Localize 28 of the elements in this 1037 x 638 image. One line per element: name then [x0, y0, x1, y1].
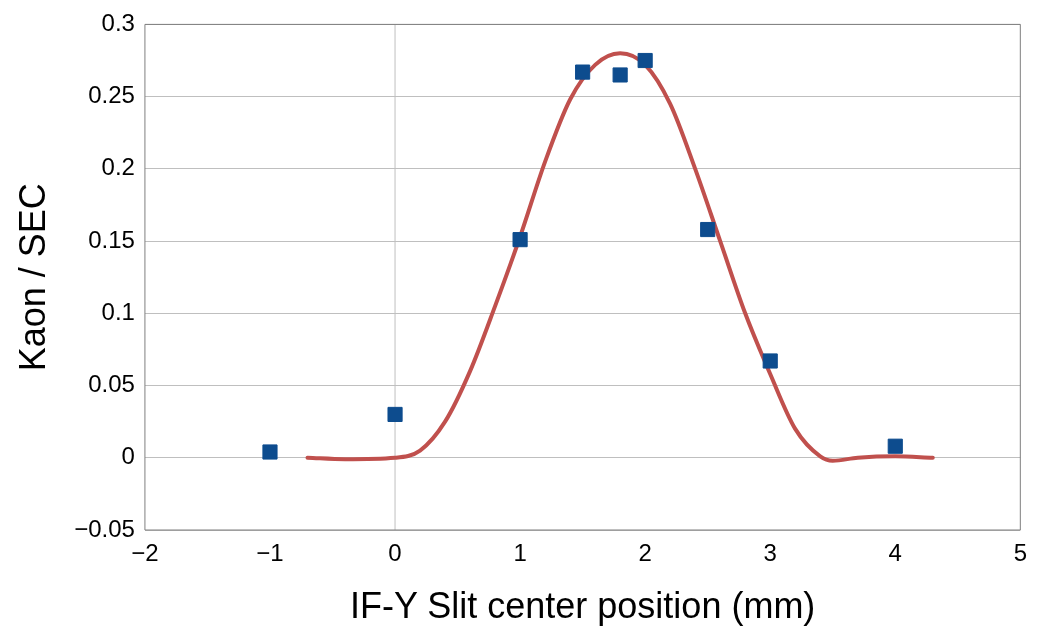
y-tick-label: 0.1 [101, 297, 135, 325]
line-series [305, 51, 935, 463]
y-tick-label: 0.2 [101, 153, 135, 181]
point [637, 52, 653, 69]
point [612, 67, 628, 83]
x-tick-label: 3 [763, 539, 777, 567]
x-tick-label: 4 [888, 539, 902, 567]
point [262, 444, 278, 460]
point [700, 221, 716, 238]
y-tick-label: 0.15 [88, 225, 135, 253]
y-tick-label: 0.3 [101, 9, 135, 37]
y-tick-label: 0.05 [88, 370, 135, 398]
y-tick-label: 0 [121, 442, 135, 470]
y-axis-title: Kaon / SEC [11, 183, 53, 372]
x-tick-label: −1 [256, 539, 284, 567]
x-tick-label: 5 [1013, 539, 1028, 567]
y-tick-label: −0.05 [74, 514, 135, 542]
point [512, 232, 528, 248]
y-tick-label: 0.25 [88, 81, 135, 109]
point [575, 64, 591, 80]
x-tick-label: 2 [638, 539, 652, 567]
point [887, 438, 903, 454]
point [387, 406, 403, 423]
x-axis-title: IF-Y Slit center position (mm) [349, 585, 816, 627]
x-tick-label: 1 [513, 539, 527, 567]
x-tick-label: 0 [388, 539, 402, 567]
x-tick-label: −2 [131, 539, 159, 567]
point [762, 353, 778, 369]
